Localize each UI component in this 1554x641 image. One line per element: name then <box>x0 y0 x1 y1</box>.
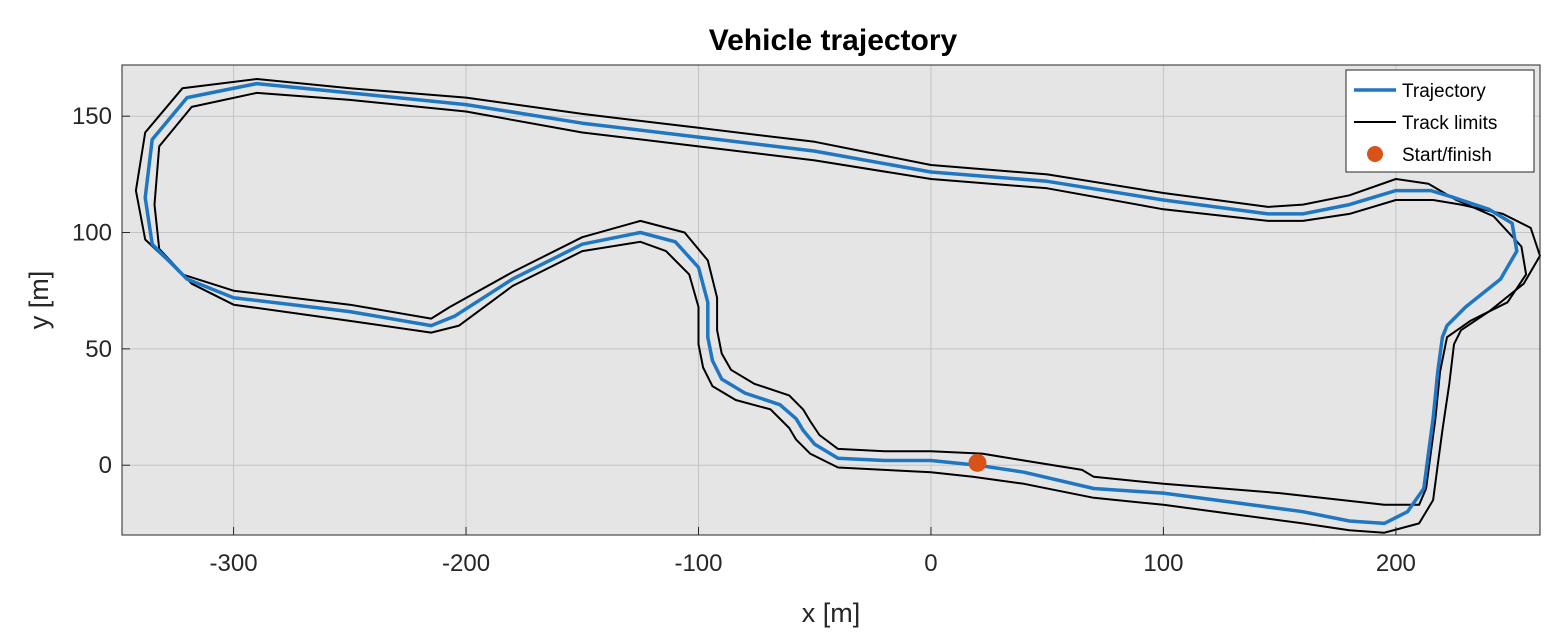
plot-series <box>134 78 1541 534</box>
y-tick-label: 50 <box>85 336 112 363</box>
x-tick-label: 200 <box>1376 550 1416 577</box>
x-tick-label: -100 <box>674 550 722 577</box>
x-tick-label: -200 <box>442 550 490 577</box>
axis-ticks: -300 -200 -100 0 100 200 0 50 100 150 <box>72 103 1416 577</box>
start-finish-marker <box>968 453 987 472</box>
legend-trajectory-label: Trajectory <box>1402 81 1486 102</box>
track-limit-line-2 <box>153 91 1541 534</box>
grid-lines <box>122 65 1540 535</box>
track-limit-line-1 <box>134 78 1528 506</box>
legend-start-finish-marker <box>1367 146 1383 162</box>
y-tick-label: 0 <box>99 452 112 479</box>
x-axis-label: x [m] <box>802 598 861 628</box>
legend: Trajectory Track limits Start/finish <box>1345 69 1535 173</box>
legend-start-finish-label: Start/finish <box>1402 145 1492 166</box>
trajectory-line <box>143 81 1519 526</box>
y-tick-label: 150 <box>72 103 112 130</box>
y-axis-label: y [m] <box>24 271 54 330</box>
x-tick-label: 100 <box>1143 550 1183 577</box>
x-tick-label: 0 <box>924 550 937 577</box>
y-tick-label: 100 <box>72 220 112 247</box>
x-tick-label: -300 <box>210 550 258 577</box>
plot-area <box>122 65 1540 535</box>
chart-title: Vehicle trajectory <box>709 24 958 57</box>
axes-frame <box>121 64 1541 536</box>
legend-track-limits-label: Track limits <box>1402 113 1497 134</box>
